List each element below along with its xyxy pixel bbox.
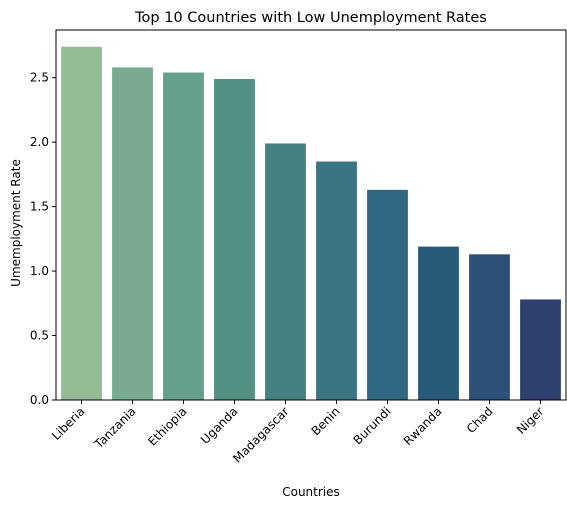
x-tick-label: Chad: [464, 404, 496, 436]
y-tick-label: 0.5: [30, 329, 49, 343]
bar-ethiopia: [163, 73, 204, 400]
x-tick-label: Niger: [514, 404, 547, 437]
y-tick-label: 1.0: [30, 264, 49, 278]
bar-madagascar: [265, 143, 306, 400]
x-tick-label: Liberia: [49, 404, 88, 443]
y-tick-label: 1.5: [30, 200, 49, 214]
bar-liberia: [61, 47, 102, 400]
chart-title: Top 10 Countries with Low Unemployment R…: [134, 10, 487, 26]
x-axis-label: Countries: [282, 485, 340, 499]
bar-tanzania: [112, 67, 153, 400]
bar-benin: [316, 161, 357, 400]
y-axis-label: Umemployment Rate: [9, 159, 23, 287]
y-axis: 0.0 0.5 1.0 1.5 2.0 2.5: [30, 71, 56, 407]
x-tick-label: Ethiopia: [145, 404, 189, 448]
x-tick-label: Burundi: [351, 404, 394, 447]
x-tick-label: Rwanda: [401, 404, 445, 448]
bar-rwanda: [418, 247, 459, 400]
y-tick-label: 0.0: [30, 393, 49, 407]
x-tick-label: Uganda: [198, 404, 241, 447]
y-tick-label: 2.5: [30, 71, 49, 85]
bar-burundi: [367, 190, 408, 400]
x-tick-label: Benin: [309, 404, 343, 438]
bar-uganda: [214, 79, 255, 400]
bar-niger: [520, 299, 561, 400]
bar-chad: [469, 254, 510, 400]
bars-group: [61, 47, 561, 400]
y-tick-label: 2.0: [30, 135, 49, 149]
x-tick-label: Tanzania: [91, 404, 139, 452]
